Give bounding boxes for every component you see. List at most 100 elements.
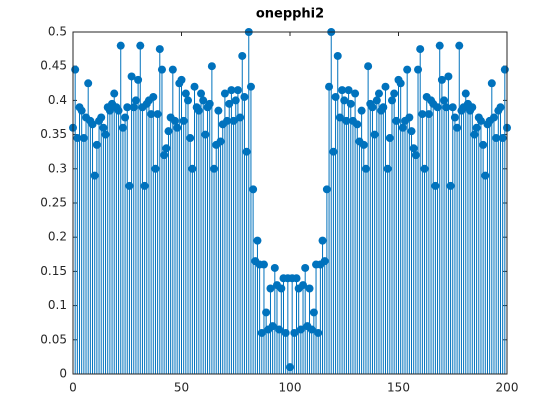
stem-marker — [470, 130, 479, 139]
stem-marker — [151, 164, 160, 173]
stem-marker — [110, 89, 119, 98]
x-tick-label: 150 — [387, 381, 410, 395]
stem-marker — [481, 171, 490, 180]
stem-marker — [149, 92, 158, 101]
stem-marker — [357, 106, 366, 115]
stem-marker — [162, 144, 171, 153]
stem-marker — [479, 140, 488, 149]
stem-marker — [292, 274, 301, 283]
stem-marker — [353, 120, 362, 129]
stem-marker — [448, 103, 457, 112]
stem-marker — [318, 236, 327, 245]
stem-marker — [344, 86, 353, 95]
stem-marker — [101, 130, 110, 139]
stem-marker — [409, 144, 418, 153]
stem-marker — [381, 82, 390, 91]
stem-marker — [472, 123, 481, 132]
stem-marker — [305, 284, 314, 293]
stem-marker — [440, 96, 449, 105]
stem-marker — [411, 151, 420, 160]
stem-marker — [416, 45, 425, 54]
stem-marker — [233, 86, 242, 95]
stem-marker — [420, 164, 429, 173]
stem-marker — [322, 185, 331, 194]
stem-marker — [500, 65, 509, 74]
stem-marker — [390, 89, 399, 98]
x-tick-label: 100 — [279, 381, 302, 395]
stem-marker — [414, 65, 423, 74]
stem-marker — [131, 96, 140, 105]
stem-marker — [246, 82, 255, 91]
stem-marker — [266, 284, 275, 293]
stem-marker — [281, 328, 290, 337]
stem-marker — [77, 106, 86, 115]
stem-marker — [359, 140, 368, 149]
stem-marker — [340, 96, 349, 105]
stem-marker — [314, 328, 323, 337]
stem-marker — [238, 51, 247, 60]
stem-marker — [387, 96, 396, 105]
stem-marker — [201, 130, 210, 139]
stem-marker — [489, 113, 498, 122]
stem-marker — [418, 110, 427, 119]
stem-marker — [160, 151, 169, 160]
stem-marker — [431, 181, 440, 190]
stem-marker — [444, 72, 453, 81]
stem-marker — [405, 113, 414, 122]
stem-marker — [134, 75, 143, 84]
stem-marker — [116, 41, 125, 50]
stem-marker — [92, 140, 101, 149]
stem-marker — [453, 123, 462, 132]
stem-marker — [236, 113, 245, 122]
stem-marker — [177, 75, 186, 84]
stem-marker — [364, 62, 373, 71]
stem-marker — [383, 164, 392, 173]
stem-marker — [123, 103, 132, 112]
stem-marker — [325, 82, 334, 91]
stem-marker — [329, 147, 338, 156]
stem-marker — [210, 164, 219, 173]
stem-marker — [153, 110, 162, 119]
plot-area — [73, 32, 507, 374]
y-tick-label: 0.35 — [40, 127, 67, 141]
stem-marker — [487, 79, 496, 88]
stem-marker — [407, 127, 416, 136]
stem-marker — [468, 103, 477, 112]
stem-marker — [346, 99, 355, 108]
stem-marker — [262, 308, 271, 317]
stem-marker — [374, 89, 383, 98]
stem-marker — [127, 72, 136, 81]
y-tick-label: 0.3 — [48, 161, 67, 175]
stem-marker — [361, 164, 370, 173]
stem-marker — [446, 181, 455, 190]
stem-marker — [84, 79, 93, 88]
y-tick-label: 0.45 — [40, 59, 67, 73]
stem-marker — [338, 86, 347, 95]
stem-marker — [253, 236, 262, 245]
stem-marker — [461, 89, 470, 98]
stem-marker — [277, 284, 286, 293]
stem-marker — [186, 134, 195, 143]
stem-marker — [435, 41, 444, 50]
stem-marker — [403, 65, 412, 74]
stem-marker — [214, 106, 223, 115]
stem-marker — [259, 260, 268, 269]
stem-marker — [88, 120, 97, 129]
stem-marker — [331, 92, 340, 101]
stem-marker — [424, 110, 433, 119]
stem-marker — [385, 134, 394, 143]
stem-marker — [433, 103, 442, 112]
stem-marker — [227, 86, 236, 95]
y-tick-label: 0 — [59, 367, 67, 381]
stem-marker — [455, 41, 464, 50]
stem-marker — [155, 45, 164, 54]
stem-marker — [498, 134, 507, 143]
stem-marker — [164, 127, 173, 136]
stem-marker — [309, 308, 318, 317]
stem-marker — [220, 89, 229, 98]
stem-marker — [372, 96, 381, 105]
stem-marker — [240, 92, 249, 101]
stem-marker — [249, 185, 258, 194]
stem-marker — [170, 116, 179, 125]
